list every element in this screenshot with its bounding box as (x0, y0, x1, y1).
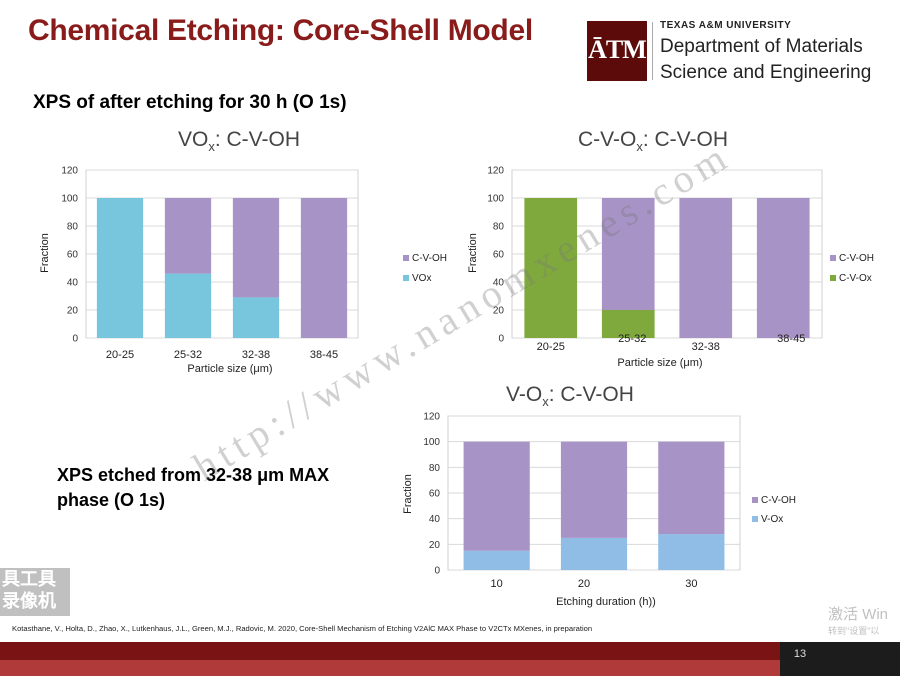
y-tick-label: 20 (493, 306, 505, 317)
tamu-logo-mark: ĀTM (588, 35, 647, 64)
windows-activate-text: 激活 Win (828, 606, 889, 623)
bar-segment-vox (232, 297, 280, 338)
bar-segment-v-ox (658, 534, 725, 570)
footer-accent-lower (0, 660, 780, 676)
y-tick-label: 40 (493, 278, 505, 289)
y-tick-label: 0 (72, 334, 78, 345)
bar-segment-vox (96, 198, 144, 338)
chart3-title-sub: x (542, 394, 549, 410)
y-tick-label: 0 (434, 566, 440, 577)
recorder-badge: 具工具 录像机 (0, 568, 70, 616)
legend-swatch (752, 497, 758, 503)
chart1: 0 20 40 60 80 100 120 20-25 25-32 32-38 38-45 Parti… (39, 166, 447, 376)
chart2-title-rest: : C-V-OH (642, 128, 729, 151)
chart1-title-sub: x (208, 139, 215, 155)
x-tick-label: 32-38 (692, 341, 720, 353)
bar-segment-c-v-oh (232, 198, 280, 298)
y-tick-label: 60 (429, 489, 441, 500)
logo-divider (652, 22, 653, 80)
bar-segment-c-v-ox (601, 310, 655, 338)
legend-swatch (830, 275, 836, 281)
tamu-logo: ĀTM (587, 21, 647, 81)
bar-segment-vox (164, 273, 212, 338)
y-tick-label: 80 (429, 463, 441, 474)
legend-label: C-V-OH (412, 253, 447, 264)
slide-subtitle: XPS of after etching for 30 h (O 1s) (33, 92, 347, 113)
bar-segment-c-v-oh (300, 198, 348, 338)
chart3-title-rest: : C-V-OH (548, 383, 634, 406)
chart2-title-sub: x (636, 139, 643, 155)
legend-label: V-Ox (761, 514, 783, 525)
legend-label: C-V-OH (761, 495, 796, 506)
y-tick-label: 100 (61, 194, 78, 205)
citation: Kotasthane, V., Holta, D., Zhao, X., Lut… (12, 624, 593, 633)
bar-segment-v-ox (560, 537, 628, 570)
chart3-title: V-Ox: C-V-OH (506, 383, 634, 409)
bar-segment-c-v-oh (756, 198, 810, 338)
x-tick-label: 32-38 (242, 349, 270, 361)
y-axis-title: Fraction (402, 474, 414, 514)
x-tick-label: 20-25 (106, 349, 134, 361)
y-tick-label: 60 (67, 250, 79, 261)
x-tick-label: 38-45 (777, 333, 805, 345)
bar-segment-c-v-oh (560, 441, 628, 538)
y-tick-label: 120 (423, 412, 440, 423)
bar-segment-c-v-oh (658, 441, 725, 535)
x-axis-title: Particle size (μm) (187, 363, 272, 375)
x-tick-label: 38-45 (310, 349, 338, 361)
department-name-line1: Department of Materials (660, 36, 863, 57)
y-tick-label: 60 (493, 250, 505, 261)
legend-swatch (403, 255, 409, 261)
x-tick-label: 25-32 (174, 349, 202, 361)
chart2-title: C-V-Ox: C-V-OH (578, 128, 728, 154)
chart1-title-main: VO (178, 128, 209, 151)
y-axis-title: Fraction (467, 233, 479, 273)
university-name: TEXAS A&M UNIVERSITY (660, 20, 792, 31)
department-name-line2: Science and Engineering (660, 62, 872, 83)
y-tick-label: 40 (67, 278, 79, 289)
y-tick-label: 80 (67, 222, 79, 233)
x-tick-label: 30 (685, 578, 697, 590)
y-tick-label: 20 (429, 540, 441, 551)
slide-title: Chemical Etching: Core-Shell Model (28, 14, 533, 47)
xps-note: XPS etched from 32-38 μm MAX phase (O 1s… (57, 465, 330, 510)
legend-swatch (830, 255, 836, 261)
chart2: 0 20 40 60 80 100 120 20-25 25-32 32-38 38-45 Parti… (467, 166, 874, 370)
y-tick-label: 120 (61, 166, 78, 177)
chart1-title-rest: : C-V-OH (214, 128, 301, 151)
y-axis-title: Fraction (39, 233, 51, 273)
x-axis-title: Etching duration (h)) (556, 596, 656, 608)
bar-segment-c-v-oh (679, 198, 733, 338)
y-tick-label: 100 (423, 437, 440, 448)
footer-accent (0, 642, 780, 660)
y-tick-label: 120 (487, 166, 504, 177)
y-tick-label: 20 (67, 306, 79, 317)
legend-swatch (752, 516, 758, 522)
legend-swatch (403, 275, 409, 281)
bar-segment-c-v-oh (463, 441, 530, 551)
y-tick-label: 100 (487, 194, 504, 205)
legend-label: C-V-OH (839, 253, 874, 264)
page-number: 13 (793, 648, 807, 660)
y-tick-label: 40 (429, 514, 441, 525)
x-tick-label: 20 (578, 578, 590, 590)
x-tick-label: 25-32 (618, 333, 646, 345)
bar-segment-v-ox (463, 550, 530, 570)
chart3: 0 20 40 60 80 100 120 10 20 30 Etching duration (h… (402, 412, 796, 609)
y-tick-label: 80 (493, 222, 505, 233)
bar-segment-c-v-oh (601, 198, 655, 310)
chart3-title-main: V-O (506, 383, 543, 406)
bar-segment-c-v-ox (524, 198, 578, 338)
legend-label: C-V-Ox (839, 273, 872, 284)
windows-activate-subtext: 转到"设置"以 (828, 626, 880, 636)
x-tick-label: 20-25 (537, 341, 565, 353)
legend-label: VOx (412, 273, 431, 284)
chart1-title: VOx: C-V-OH (178, 128, 300, 154)
x-tick-label: 10 (491, 578, 503, 590)
y-tick-label: 0 (498, 334, 504, 345)
bar-segment-c-v-oh (164, 198, 212, 274)
x-axis-title: Particle size (μm) (617, 357, 702, 369)
chart2-title-main: C-V-O (578, 128, 637, 151)
